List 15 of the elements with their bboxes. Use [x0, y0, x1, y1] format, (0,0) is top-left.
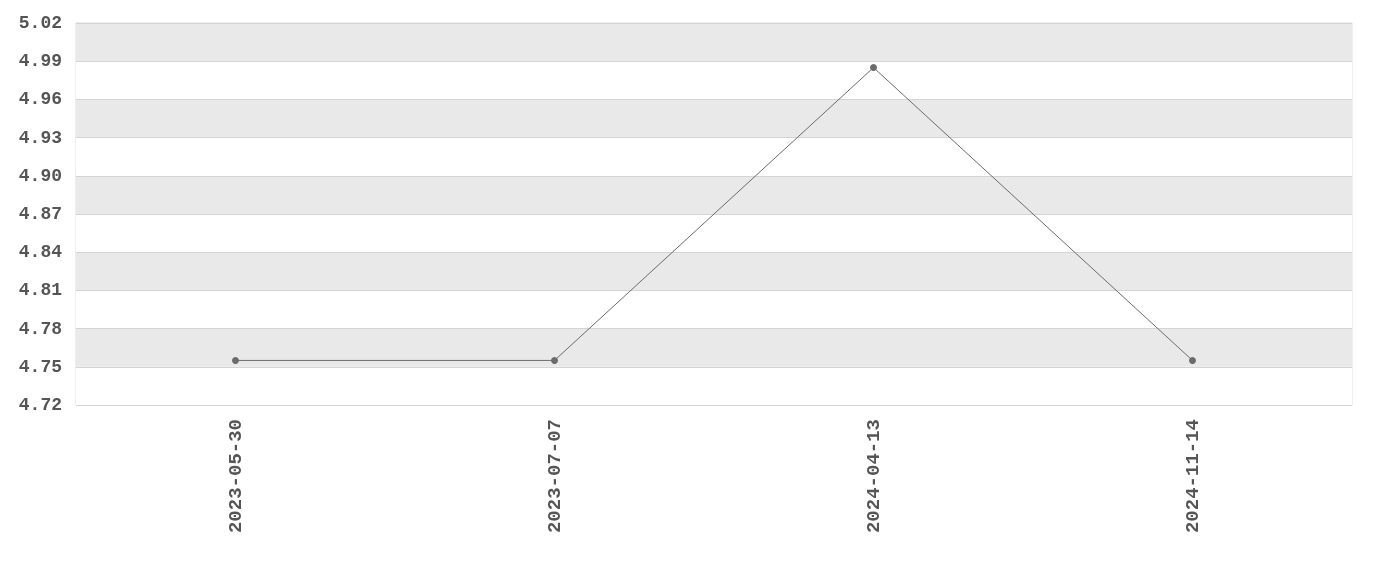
y-tick-label: 4.84 — [18, 242, 63, 263]
x-tick-label: 2023-05-30 — [224, 419, 247, 534]
y-tick-label: 4.87 — [18, 204, 62, 224]
y-tick-label: 4.72 — [18, 395, 62, 415]
y-tick-label: 4.78 — [18, 318, 62, 339]
y-tick-label: 4.90 — [18, 165, 62, 186]
y-tick-label: 5.02 — [18, 13, 62, 33]
y-tick-label: 4.96 — [18, 89, 62, 110]
x-tick-label: 2024-11-14 — [1181, 419, 1204, 534]
x-tick-label: 2023-07-07 — [543, 419, 566, 534]
y-tick-label: 4.93 — [18, 127, 62, 148]
x-tick-label: 2024-04-13 — [862, 419, 885, 534]
y-tick-label: 4.99 — [18, 51, 62, 72]
y-tick-label: 4.75 — [18, 356, 62, 377]
y-tick-label: 4.81 — [18, 280, 63, 301]
